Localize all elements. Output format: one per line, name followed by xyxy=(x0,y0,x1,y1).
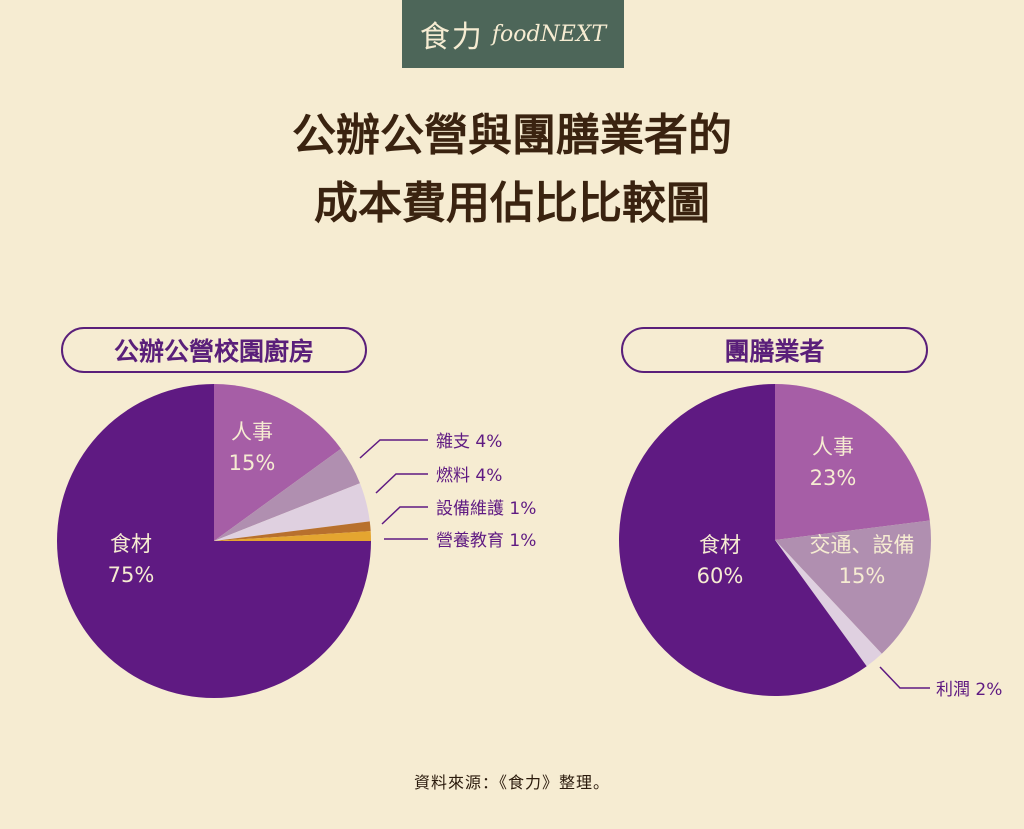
slice-outside-label: 利潤 2% xyxy=(936,680,1002,700)
slice-value-label: 15% xyxy=(229,451,276,475)
pie-chart-1: 人事 15% 雜支 4% 燃料 4% 設備維護 1% 營養教育 1% 食材 75% xyxy=(57,384,536,698)
slice-value-label: 60% xyxy=(697,564,744,588)
source-note: 資料來源：《食力》整理。 xyxy=(413,773,610,792)
slice-outside-label: 燃料 4% xyxy=(436,466,502,486)
slice-value-label: 15% xyxy=(839,564,886,588)
slice-outside-label: 營養教育 1% xyxy=(436,531,536,551)
chart-title-catering: 團膳業者 xyxy=(621,327,928,373)
pie-slice-1-5 xyxy=(214,531,371,541)
leader-line xyxy=(879,666,930,689)
pie-slice-2-3 xyxy=(775,540,882,667)
leader-line xyxy=(375,473,428,494)
logo-english: foodNEXT xyxy=(491,21,607,47)
slice-outside-label: 雜支 4% xyxy=(436,432,502,452)
leader-line xyxy=(381,506,428,525)
page-title-line1: 公辦公營與團膳業者的 xyxy=(292,110,732,161)
slice-label: 交通、設備 xyxy=(810,533,915,557)
pie-slice-2-2 xyxy=(775,520,931,654)
logo-chinese: 食力 xyxy=(419,20,484,55)
slice-value-label: 23% xyxy=(810,466,857,490)
slice-label: 人事 xyxy=(231,420,273,444)
slice-outside-label: 設備維護 1% xyxy=(436,499,536,519)
slice-label: 人事 xyxy=(812,435,854,459)
pie-slice-1-6 xyxy=(57,384,371,698)
pie-slice-1-2 xyxy=(214,448,360,541)
slice-label: 食材 xyxy=(699,533,741,557)
page-title-line2: 成本費用佔比比較圖 xyxy=(314,178,710,229)
pie-slice-2-1 xyxy=(775,384,930,540)
slice-value-label: 75% xyxy=(108,563,155,587)
slice-label: 食材 xyxy=(110,532,152,556)
pie-slice-1-3 xyxy=(214,483,370,541)
pie-slice-1-1 xyxy=(214,384,342,541)
pie-slice-1-4 xyxy=(214,521,371,541)
foodnext-logo: 食力 foodNEXT xyxy=(402,0,624,68)
pie-slice-2-4 xyxy=(619,384,867,697)
chart-title-public-kitchen: 公辦公營校園廚房 xyxy=(61,327,367,373)
pie-chart-2: 人事 23% 交通、設備 15% 利潤 2% 食材 60% xyxy=(619,384,1002,700)
leader-line xyxy=(359,439,428,459)
